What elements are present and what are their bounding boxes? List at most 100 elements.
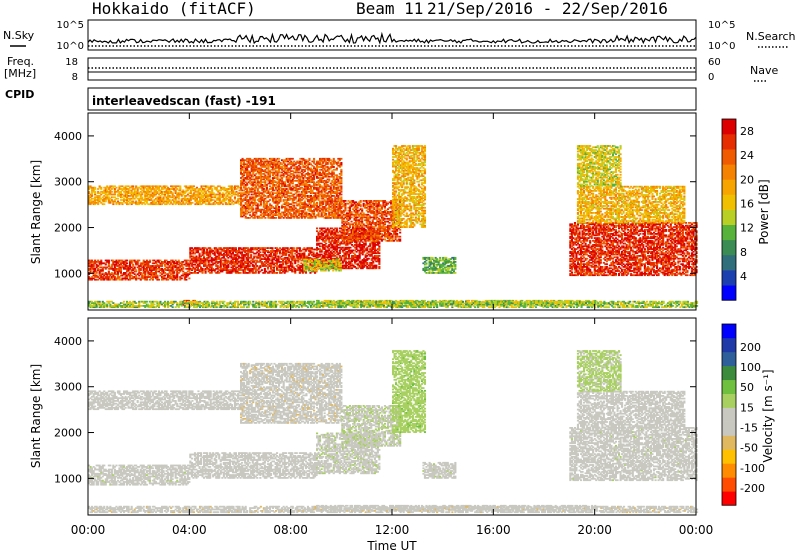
echo-cell bbox=[319, 259, 322, 261]
echo-cell bbox=[304, 267, 308, 270]
echo-cell bbox=[360, 263, 363, 266]
echo-cell bbox=[226, 197, 229, 200]
echo-cell bbox=[100, 188, 103, 190]
echo-cell bbox=[322, 237, 325, 239]
echo-cell bbox=[291, 255, 294, 258]
echo-cell bbox=[89, 277, 92, 280]
echo-cell bbox=[141, 189, 144, 192]
echo-cell bbox=[363, 244, 366, 246]
echo-cell bbox=[218, 248, 221, 251]
echo-cell bbox=[145, 278, 148, 281]
echo-cell bbox=[135, 192, 138, 195]
echo-cell bbox=[121, 262, 124, 265]
echo-cell bbox=[182, 261, 185, 263]
echo-cell bbox=[301, 270, 304, 273]
echo-cell bbox=[252, 212, 255, 215]
echo-cell bbox=[157, 270, 161, 273]
echo-cell bbox=[360, 238, 363, 241]
echo-cell bbox=[147, 196, 150, 199]
echo-cell bbox=[92, 269, 95, 271]
echo-cell bbox=[206, 195, 209, 197]
echo-cell bbox=[189, 254, 192, 256]
echo-cell bbox=[151, 265, 154, 267]
echo-cell bbox=[157, 266, 161, 269]
echo-cell bbox=[241, 199, 244, 201]
echo-cell bbox=[195, 186, 199, 189]
echo-cell bbox=[112, 186, 115, 189]
echo-cell bbox=[260, 254, 263, 256]
echo-cell bbox=[119, 192, 123, 195]
echo-cell bbox=[103, 266, 106, 269]
echo-cell bbox=[335, 234, 338, 237]
echo-cell bbox=[264, 217, 267, 219]
echo-cell bbox=[329, 257, 332, 260]
echo-cell bbox=[126, 269, 129, 271]
echo-cell bbox=[240, 211, 243, 214]
echo-cell bbox=[156, 199, 159, 201]
echo-cell bbox=[314, 248, 317, 251]
echo-cell bbox=[188, 265, 191, 267]
echo-cell bbox=[227, 188, 230, 190]
echo-cell bbox=[200, 269, 203, 271]
echo-cell bbox=[113, 192, 116, 195]
echo-cell bbox=[195, 258, 198, 260]
echo-cell bbox=[136, 262, 139, 265]
echo-cell bbox=[360, 248, 363, 250]
echo-cell bbox=[97, 190, 100, 193]
echo-cell bbox=[280, 255, 283, 258]
echo-cell bbox=[341, 237, 344, 239]
echo-cell bbox=[301, 269, 304, 271]
echo-cell bbox=[170, 188, 173, 190]
echo-cell bbox=[224, 267, 227, 270]
echo-cell bbox=[212, 269, 215, 271]
echo-cell bbox=[148, 266, 151, 269]
echo-cell bbox=[372, 257, 375, 260]
echo-cell bbox=[361, 263, 364, 266]
echo-cell bbox=[307, 267, 311, 270]
echo-cell bbox=[265, 250, 268, 252]
echo-cell bbox=[228, 252, 232, 255]
echo-cell bbox=[325, 238, 328, 241]
echo-cell bbox=[240, 177, 243, 179]
echo-cell bbox=[173, 201, 176, 204]
echo-cell bbox=[98, 263, 101, 266]
echo-cell bbox=[283, 267, 286, 270]
echo-cell bbox=[126, 201, 129, 204]
echo-cell bbox=[236, 250, 239, 252]
echo-cell bbox=[191, 196, 194, 199]
echo-cell bbox=[156, 192, 159, 195]
echo-cell bbox=[335, 228, 338, 231]
echo-cell bbox=[309, 248, 312, 251]
echo-cell bbox=[210, 251, 213, 254]
echo-cell bbox=[263, 256, 266, 259]
echo-cell bbox=[233, 196, 237, 199]
echo-cell bbox=[228, 269, 232, 271]
echo-cell bbox=[204, 263, 207, 266]
echo-cell bbox=[308, 157, 311, 160]
echo-cell bbox=[224, 188, 227, 190]
echo-cell bbox=[202, 189, 205, 192]
echo-cell bbox=[250, 178, 253, 181]
echo-cell bbox=[213, 251, 216, 254]
echo-cell bbox=[229, 186, 232, 189]
echo-cell bbox=[145, 261, 148, 263]
echo-cell bbox=[331, 235, 334, 238]
echo-cell bbox=[106, 197, 109, 200]
echo-cell bbox=[244, 265, 247, 267]
echo-cell bbox=[378, 259, 381, 261]
echo-cell bbox=[210, 261, 213, 263]
echo-cell bbox=[136, 189, 139, 192]
echo-cell bbox=[205, 199, 208, 201]
echo-cell bbox=[167, 261, 170, 263]
echo-cell bbox=[110, 259, 113, 262]
echo-cell bbox=[211, 196, 214, 199]
echo-cell bbox=[354, 241, 357, 244]
echo-cell bbox=[238, 203, 241, 206]
echo-cell bbox=[215, 186, 218, 189]
echo-cell bbox=[239, 259, 242, 262]
echo-cell bbox=[250, 262, 253, 265]
echo-cell bbox=[376, 256, 379, 259]
echo-cell bbox=[266, 255, 270, 258]
echo-cell bbox=[95, 201, 98, 204]
echo-cell bbox=[337, 237, 340, 239]
